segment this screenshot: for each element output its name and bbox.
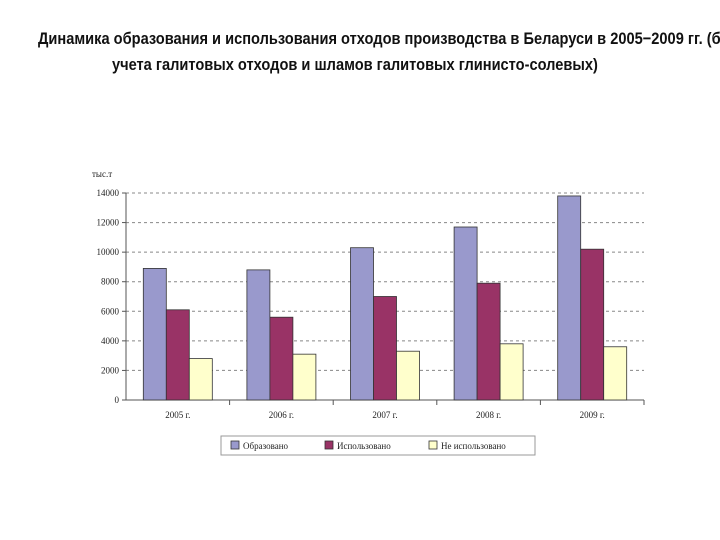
bar-3-5 [603, 346, 628, 401]
x-tick-label: 2006 г. [269, 410, 294, 420]
x-tick-label: 2005 г. [165, 410, 190, 420]
y-tick-label: 10000 [97, 247, 120, 257]
bar-1-5 [557, 195, 582, 401]
bar-1-3 [350, 247, 374, 401]
x-tick-label: 2009 г. [580, 410, 605, 420]
bar-3-4 [499, 343, 524, 401]
y-tick-label: 4000 [101, 336, 120, 346]
x-tick-label: 2008 г. [476, 410, 501, 420]
bar-3-1 [188, 358, 213, 401]
legend-swatch [324, 440, 334, 450]
legend-swatch [230, 440, 240, 450]
bars [142, 195, 628, 401]
y-tick-label: 8000 [101, 277, 120, 287]
y-tick-label: 6000 [101, 306, 120, 316]
x-tick-label: 2007 г. [372, 410, 397, 420]
legend-box [220, 435, 536, 456]
legend-label: Образовано [243, 441, 289, 451]
y-tick-label: 0 [115, 395, 120, 405]
bar-2-5 [580, 248, 605, 401]
bar-2-4 [476, 282, 501, 401]
bar-2-1 [165, 309, 190, 401]
bar-3-3 [396, 350, 420, 401]
slide-title: Динамика образования и использования отх… [38, 29, 720, 74]
legend: Образовано Использовано Не использовано [220, 435, 536, 456]
slide-title-line-2: учета галитовых отходов и шламов галитов… [111, 55, 598, 74]
legend-swatch [428, 440, 438, 450]
legend-label: Использовано [337, 441, 391, 451]
bar-1-4 [453, 226, 478, 401]
legend-label: Не использовано [441, 441, 506, 451]
y-tick-label: 14000 [97, 188, 120, 198]
bar-1-2 [246, 269, 271, 401]
y-tick-label: 2000 [101, 365, 120, 375]
bar-2-2 [269, 316, 294, 401]
y-axis-unit-label: тыс.т [92, 169, 112, 179]
slide-title-line-1: Динамика образования и использования отх… [38, 29, 720, 48]
bar-3-2 [292, 353, 317, 401]
bar-1-1 [142, 268, 167, 401]
y-tick-label: 12000 [97, 218, 120, 228]
tick-labels: 0 2000 4000 6000 8000 10000 12000 14000 тыс.т 200… [92, 169, 605, 420]
bar-2-3 [373, 296, 397, 401]
